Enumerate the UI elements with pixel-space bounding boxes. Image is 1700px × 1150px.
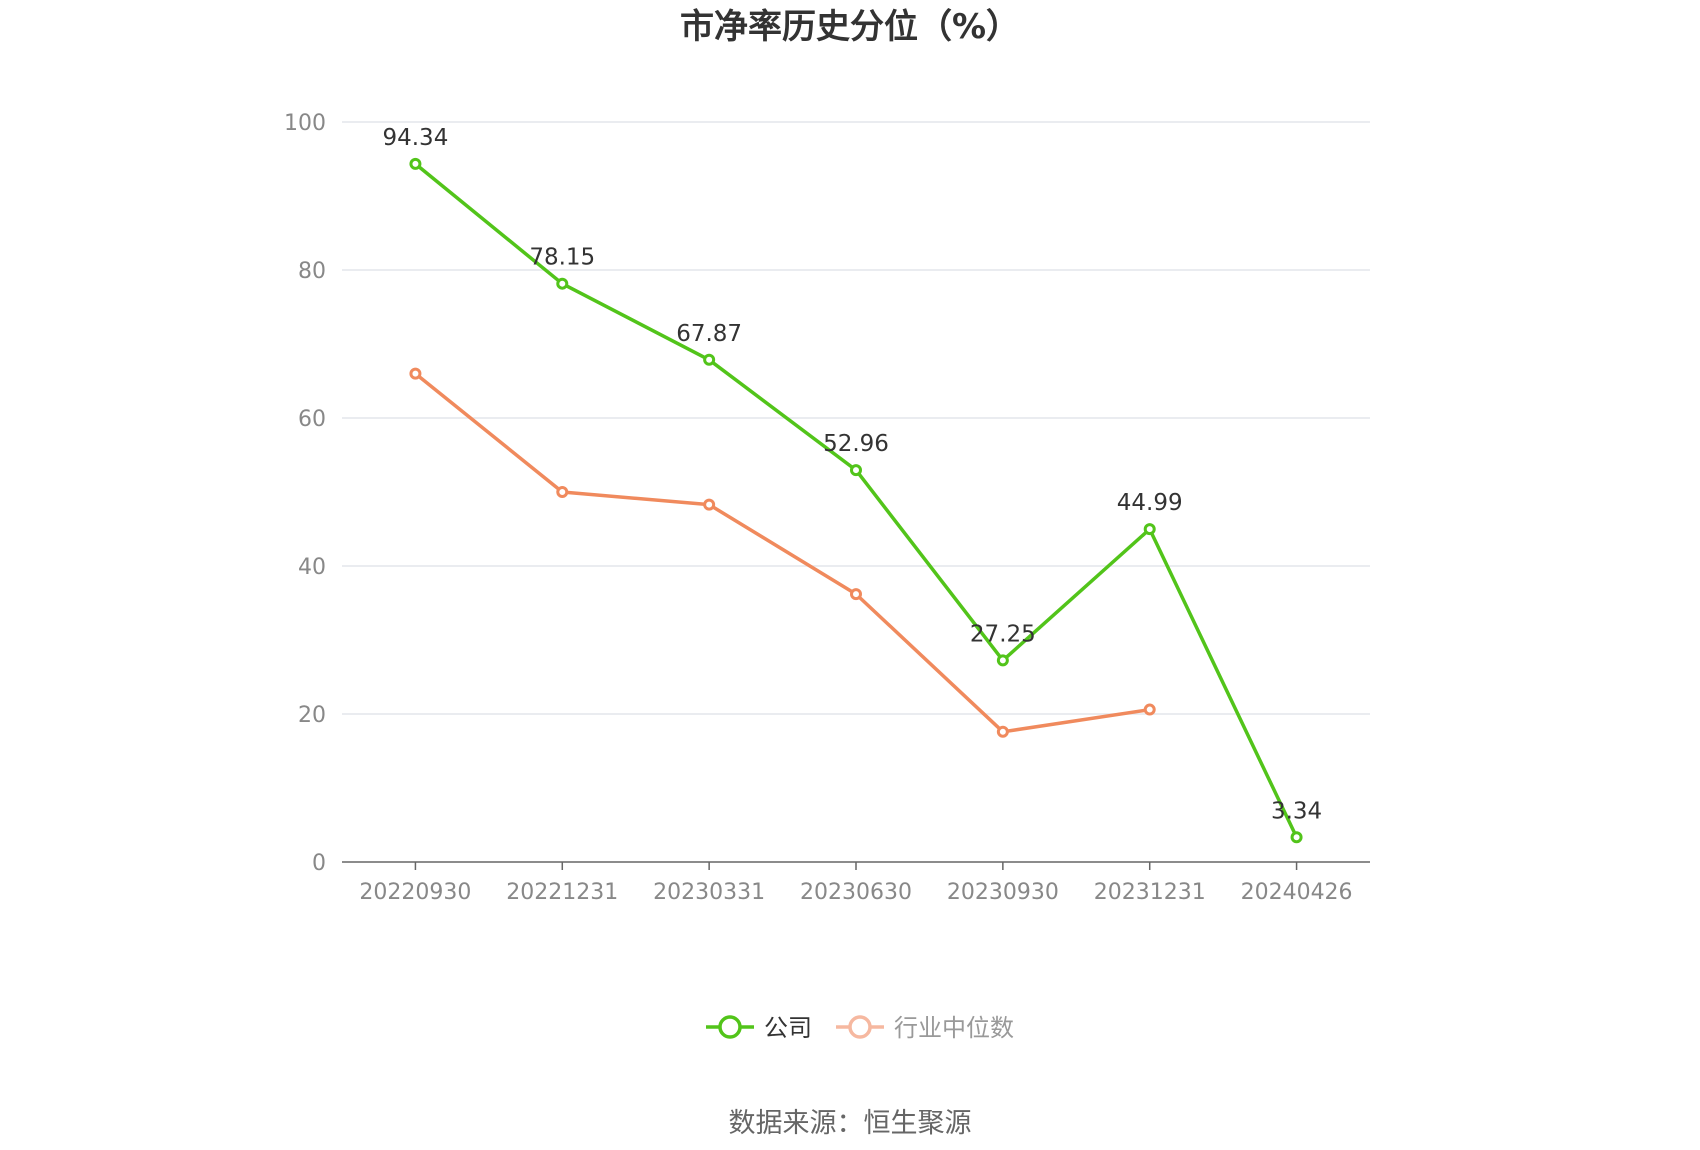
x-tick-label: 20230930: [947, 880, 1059, 905]
data-point-company[interactable]: [556, 277, 569, 290]
data-label: 44.99: [1117, 490, 1183, 516]
data-source: 数据来源：恒生聚源: [729, 1108, 972, 1139]
data-point-company[interactable]: [1290, 831, 1303, 844]
data-point-company[interactable]: [703, 353, 716, 366]
data-label-layer: 94.34 78.15 67.87 52.96 27.25 44.99 3.34: [382, 125, 1322, 824]
x-tick-label: 20230331: [653, 880, 765, 905]
x-tick-label: 20230630: [800, 880, 912, 905]
data-point-industry-median[interactable]: [703, 498, 716, 511]
grid-layer: [342, 121, 1370, 715]
data-point-industry-median[interactable]: [1143, 703, 1156, 716]
legend-item-industry-median[interactable]: 行业中位数: [836, 1014, 1014, 1042]
data-label: 52.96: [823, 431, 889, 457]
y-tick-label: 20: [298, 703, 326, 728]
y-tick-label: 80: [298, 259, 326, 284]
data-point-industry-median[interactable]: [850, 588, 862, 601]
x-tick-label: 20220930: [359, 880, 471, 905]
data-point-industry-median[interactable]: [996, 725, 1009, 738]
data-point-company[interactable]: [996, 654, 1009, 667]
x-tick-label: 20231231: [1094, 880, 1206, 905]
y-tick-label: 0: [312, 851, 326, 876]
legend: 公司 行业中位数: [706, 1014, 1014, 1042]
axis-layer: 0 20 40 60 80 100 20220930 20221231 20230331 2023…: [284, 111, 1370, 905]
data-label: 94.34: [382, 125, 448, 151]
data-point-company[interactable]: [850, 464, 862, 477]
data-label: 67.87: [676, 321, 742, 347]
x-tick-label: 20221231: [506, 880, 618, 905]
x-tick-label: 20240426: [1241, 880, 1353, 905]
y-tick-label: 40: [298, 555, 326, 580]
legend-item-company[interactable]: 公司: [706, 1014, 812, 1042]
legend-label: 行业中位数: [894, 1014, 1014, 1042]
data-label: 27.25: [970, 621, 1036, 647]
series-line-industry-median: [414, 372, 1150, 734]
data-point-industry-median[interactable]: [409, 367, 422, 380]
data-point-industry-median[interactable]: [556, 486, 569, 498]
data-point-company[interactable]: [1143, 523, 1156, 536]
y-tick-label: 100: [284, 111, 326, 136]
legend-marker-icon: [718, 1015, 742, 1039]
legend-marker-icon: [848, 1015, 872, 1039]
data-label: 3.34: [1271, 798, 1322, 824]
y-tick-label: 60: [298, 407, 326, 432]
legend-label: 公司: [764, 1014, 812, 1042]
data-point-company[interactable]: [409, 157, 422, 170]
series-layer: [409, 157, 1303, 844]
data-label: 78.15: [529, 245, 595, 271]
chart-title: 市净率历史分位（%）: [680, 7, 1020, 47]
